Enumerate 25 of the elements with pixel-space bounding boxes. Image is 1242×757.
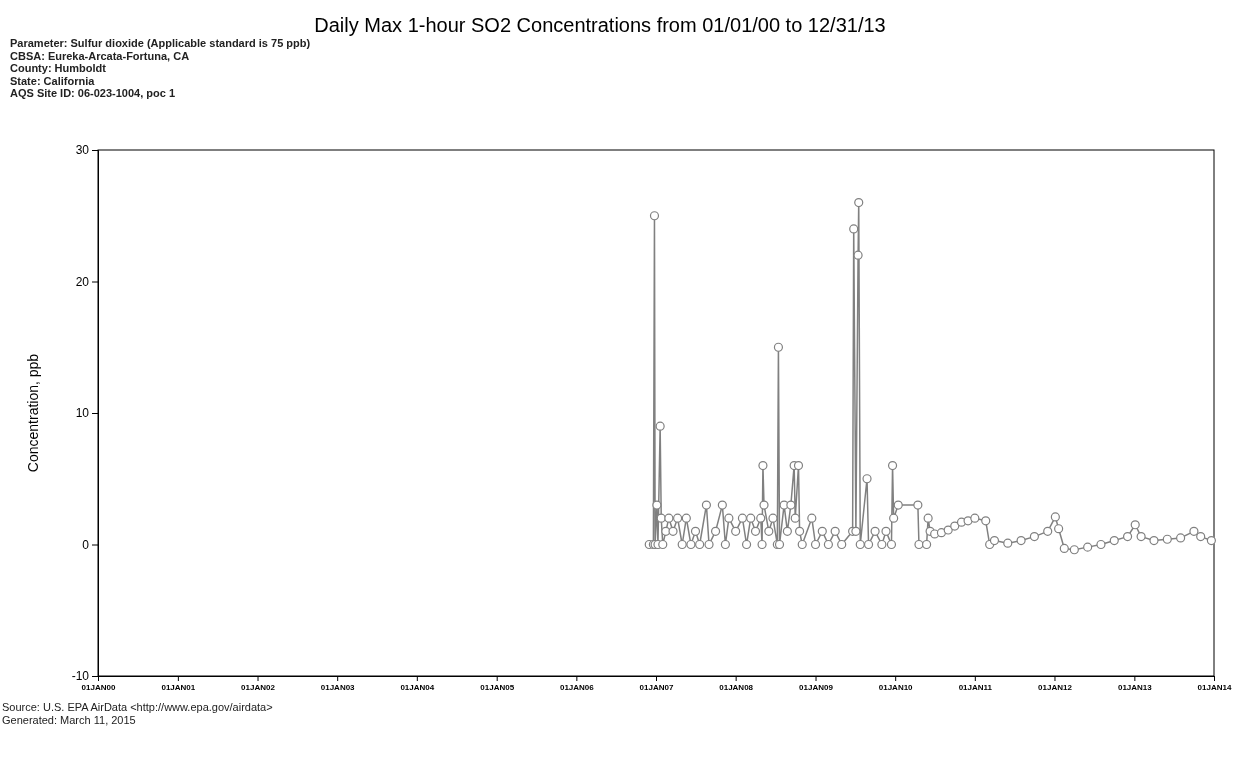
x-tick-label: 01JAN00 (81, 682, 116, 692)
y-tick-label: 20 (75, 274, 90, 289)
x-tick-label: 01JAN07 (639, 682, 674, 692)
x-tick-label: 01JAN04 (400, 682, 435, 692)
x-tick-label: 01JAN10 (878, 682, 914, 692)
y-axis-title: Concentration, ppb (25, 353, 41, 473)
x-tick-label: 01JAN02 (241, 682, 276, 692)
x-tick-label: 01JAN13 (1117, 682, 1153, 692)
x-tick-label: 01JAN03 (320, 682, 356, 692)
y-tick-label: 0 (82, 537, 90, 552)
y-tick-label: 10 (75, 406, 90, 421)
chart-subtitle: Parameter: Sulfur dioxide (Applicable standard is 75 ppb) CBSA: Eureka-Arcata-Fortuna, CA County: Humboldt State: California AQS Site ID: 06-023-1004, poc 1 (10, 37, 311, 99)
x-tick-label: 01JAN11 (958, 682, 993, 692)
x-tick-label: 01JAN01 (161, 682, 196, 692)
x-tick-label: 01JAN09 (799, 682, 834, 692)
y-tick-label: -10 (71, 669, 90, 684)
x-tick-label: 01JAN12 (1038, 682, 1073, 692)
y-tick-label: 30 (75, 143, 90, 158)
x-tick-label: 01JAN05 (480, 682, 515, 692)
chart-title: Daily Max 1-hour SO2 Concentrations from 01/01/00 to 12/31/13 (314, 14, 886, 36)
x-tick-label: 01JAN06 (559, 682, 595, 692)
source-note: Source: U.S. EPA AirData <http://www.epa.gov/airdata> (2, 701, 273, 713)
text: Generated: March 11, 2015 (2, 713, 136, 726)
x-tick-label: 01JAN08 (719, 682, 754, 692)
x-tick-label: 01JAN14 (1197, 682, 1232, 692)
